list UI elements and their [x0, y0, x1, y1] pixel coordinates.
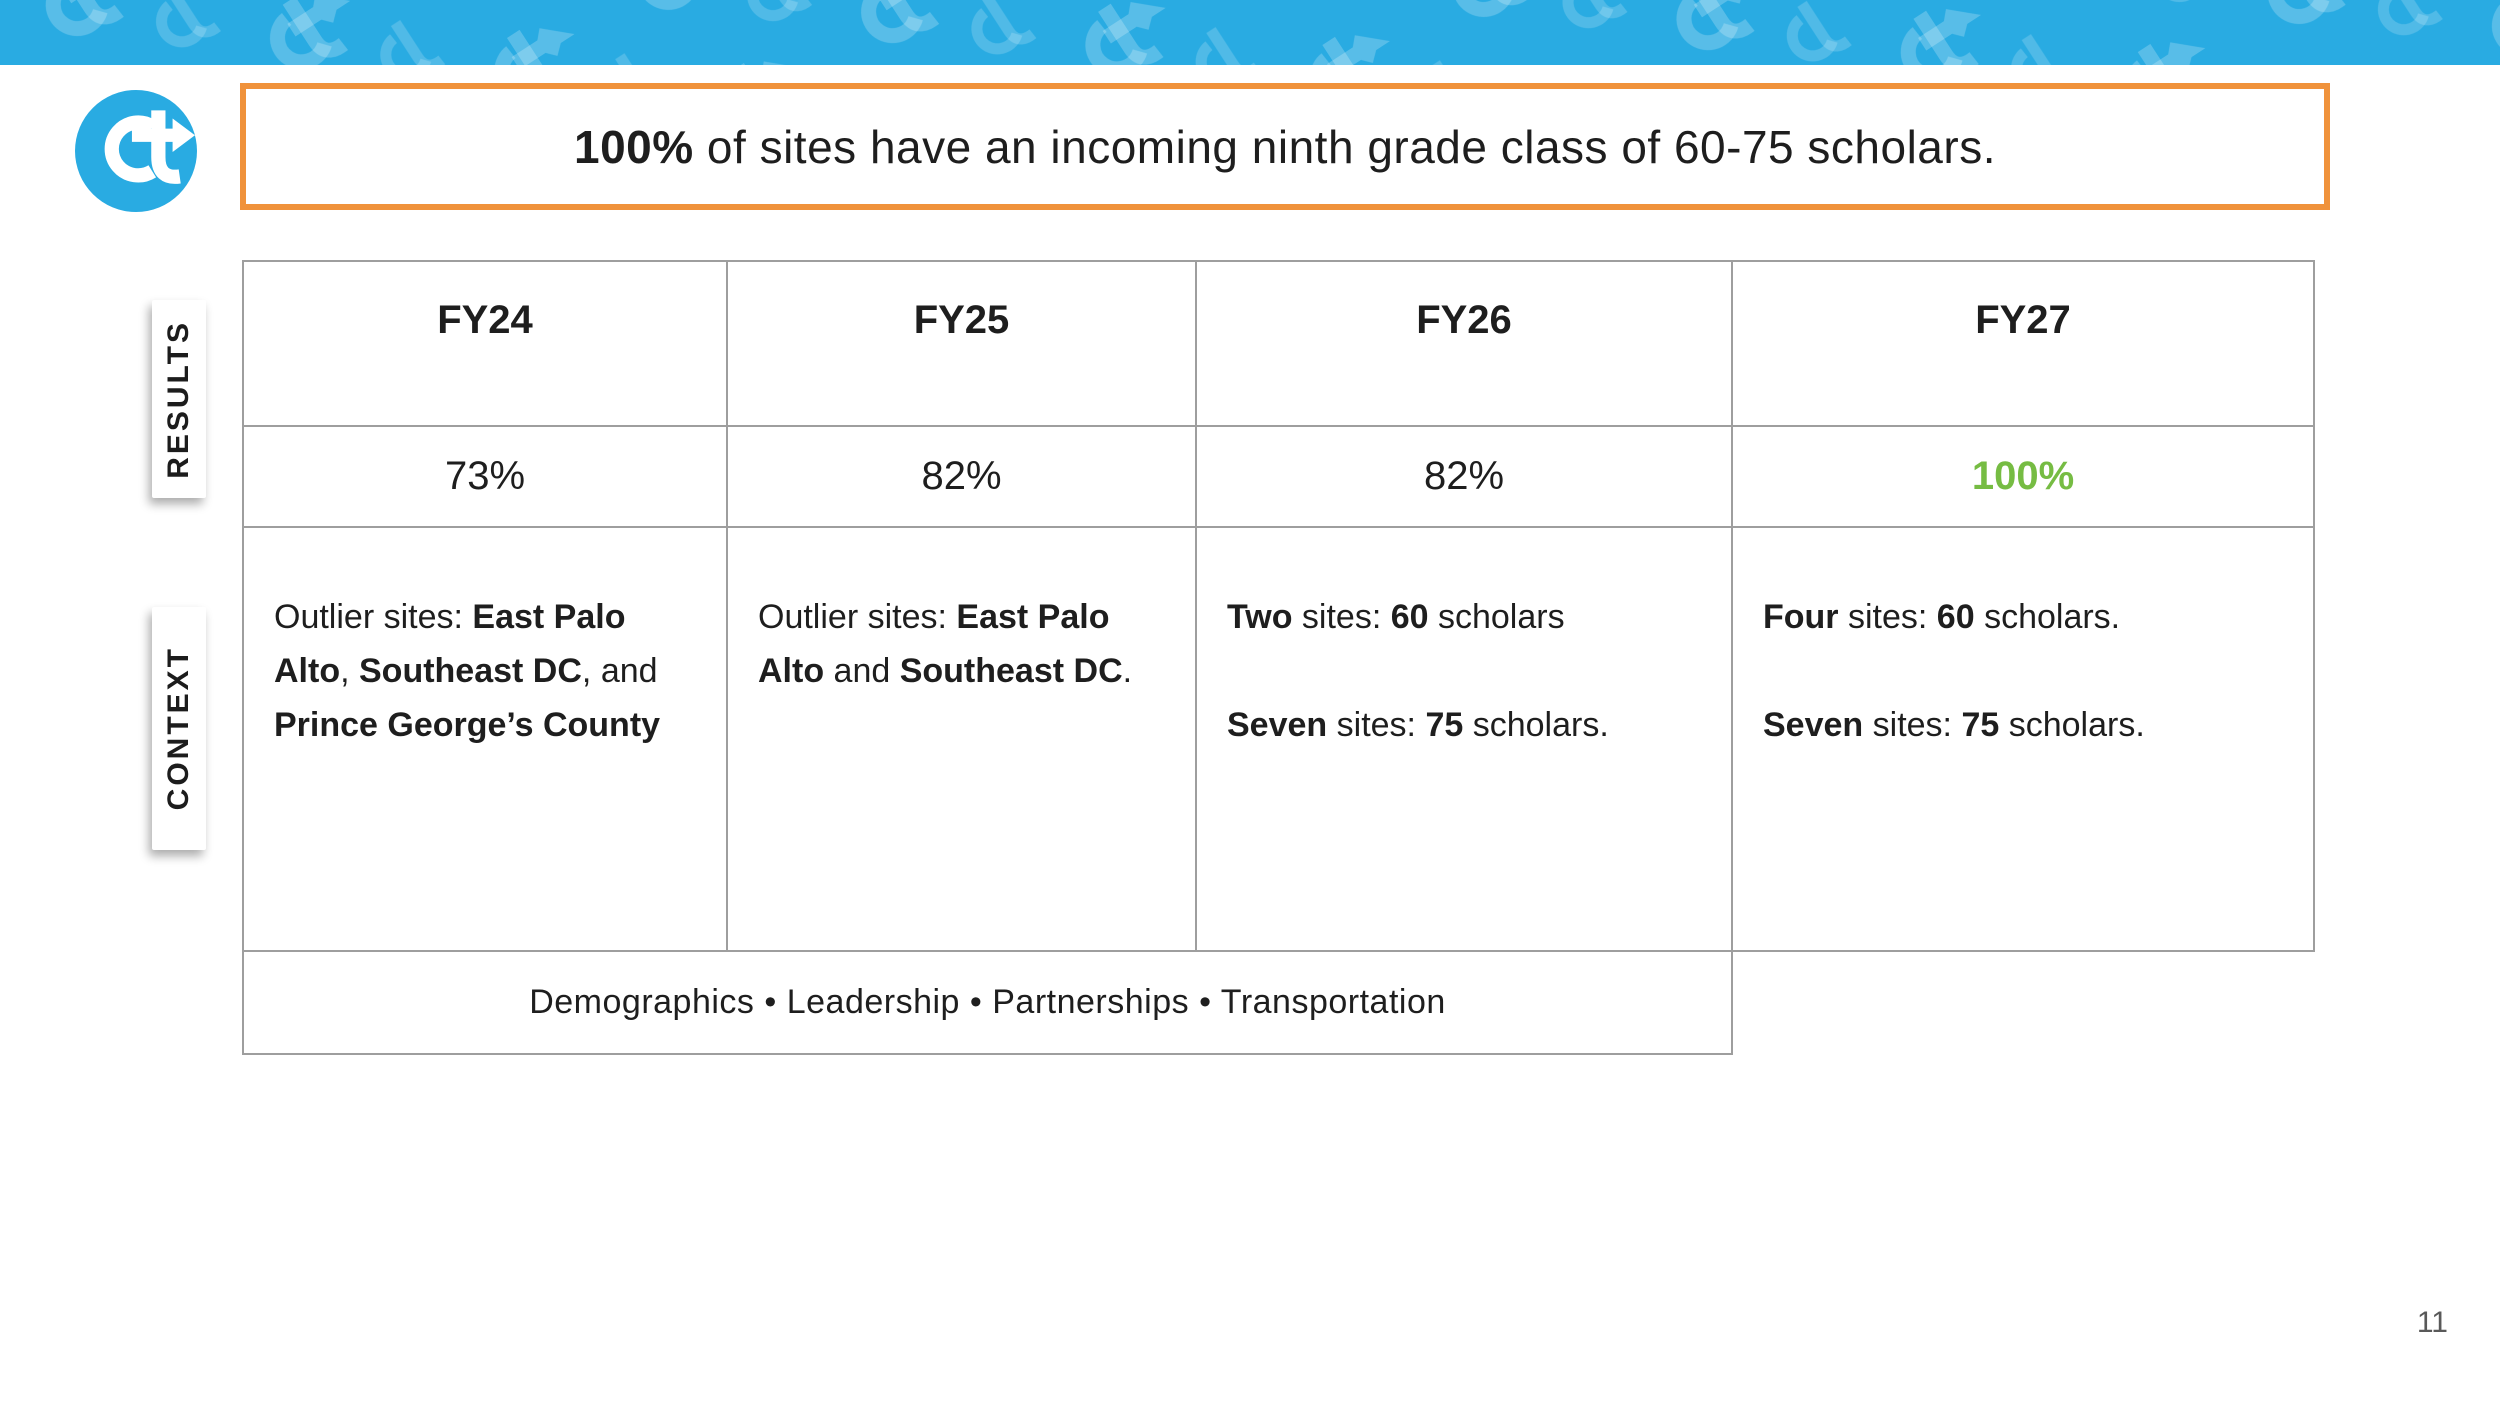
headline-rest: of sites have an incoming ninth grade cl…	[693, 120, 1996, 173]
column-header-fy25: FY25	[728, 260, 1197, 427]
result-value-fy27: 100%	[1733, 427, 2315, 528]
empty-region	[1733, 952, 2315, 1055]
context-cell-fy26: Two sites: 60 scholars Seven sites: 75 sc…	[1197, 528, 1733, 952]
column-header-fy26: FY26	[1197, 260, 1733, 427]
context-footer-cell: Demographics • Leadership • Partnerships…	[242, 952, 1733, 1055]
results-row-label-text: RESULTS	[162, 319, 195, 479]
college-track-logo-icon	[75, 90, 197, 212]
results-row-label: RESULTS	[152, 300, 206, 498]
fiscal-year-table: FY24 FY25 FY26 FY27 73% 82% 82% 100% Out…	[242, 260, 2315, 1055]
headline-text: 100% of sites have an incoming ninth gra…	[574, 120, 1996, 174]
result-value-fy25: 82%	[728, 427, 1197, 528]
result-value-fy26: 82%	[1197, 427, 1733, 528]
context-cell-fy27: Four sites: 60 scholars. Seven sites: 75 …	[1733, 528, 2315, 952]
page-number: 11	[2416, 1306, 2448, 1339]
result-value-fy24: 73%	[242, 427, 728, 528]
column-header-fy27: FY27	[1733, 260, 2315, 427]
column-header-fy24: FY24	[242, 260, 728, 427]
headline-emphasis: 100%	[574, 120, 694, 173]
context-row-label: CONTEXT	[152, 607, 206, 850]
context-row-label-text: CONTEXT	[162, 646, 195, 811]
context-cell-fy24: Outlier sites: East Palo Alto, Southeast…	[242, 528, 728, 952]
context-cell-fy25: Outlier sites: East Palo Alto and Southe…	[728, 528, 1197, 952]
top-banner	[0, 0, 2500, 65]
headline-box: 100% of sites have an incoming ninth gra…	[240, 83, 2330, 210]
